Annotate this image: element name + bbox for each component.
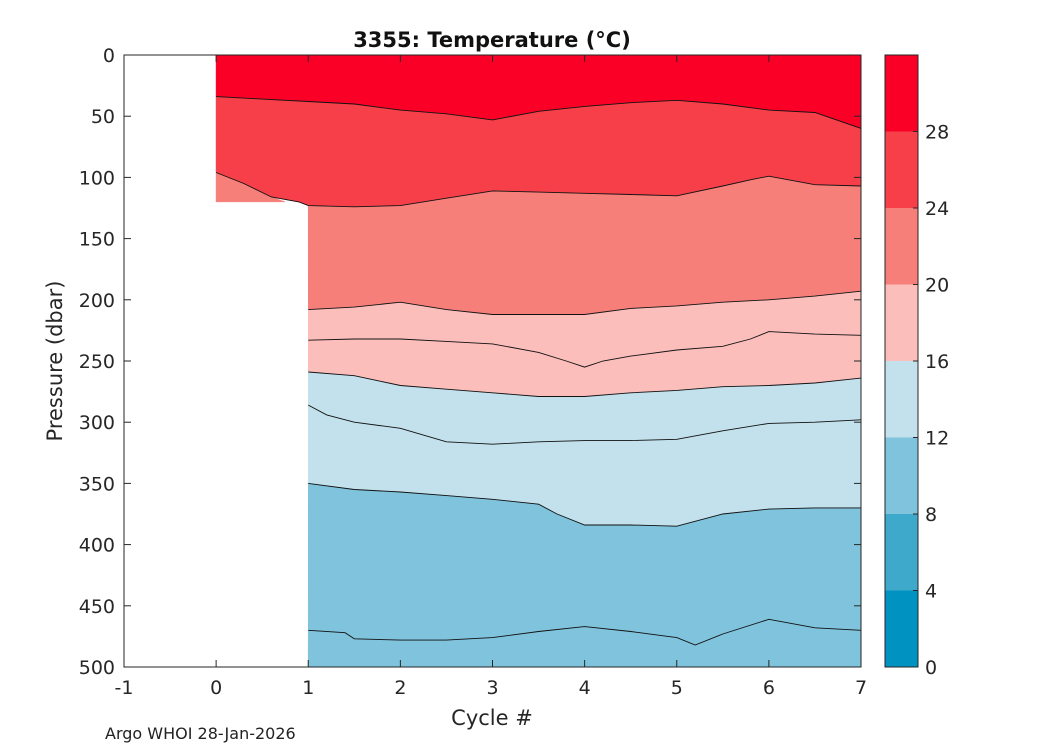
x-tick-label: 2 xyxy=(394,677,406,699)
isotherm-20 xyxy=(308,290,861,315)
isotherm-16 xyxy=(308,371,861,397)
y-tick-label: 250 xyxy=(79,351,115,373)
colorbar-swatch xyxy=(885,514,918,591)
colorbar-swatch xyxy=(885,208,918,285)
y-tick-label: 50 xyxy=(91,106,115,128)
isotherm-24 xyxy=(215,172,861,208)
colorbar-tick-label: 16 xyxy=(925,351,949,373)
x-axis: -1 0 1 2 3 4 5 6 7 xyxy=(115,55,867,699)
y-tick-label: 100 xyxy=(79,167,115,189)
colorbar-swatch xyxy=(885,284,918,361)
y-tick-label: 200 xyxy=(79,290,115,312)
y-tick-label: 450 xyxy=(79,596,115,618)
isotherm-28 xyxy=(216,96,861,129)
x-axis-label: Cycle # xyxy=(451,706,533,730)
isotherm-12 xyxy=(308,482,861,527)
y-axis-label: Pressure (dbar) xyxy=(43,281,67,442)
y-tick-label: 350 xyxy=(79,473,115,495)
y-tick-label: 150 xyxy=(79,229,115,251)
colorbar-tick-label: 4 xyxy=(925,581,937,603)
x-tick-label: 7 xyxy=(855,677,867,699)
contour-fill-group xyxy=(215,55,861,667)
y-tick-label: 0 xyxy=(103,45,115,67)
y-tick-label: 300 xyxy=(79,412,115,434)
credit-text: Argo WHOI 28-Jan-2026 xyxy=(105,724,296,743)
x-tick-label: 4 xyxy=(579,677,591,699)
colorbar-tick-label: 20 xyxy=(925,275,949,297)
chart-title: 3355: Temperature (°C) xyxy=(353,28,631,52)
y-tick-label: 500 xyxy=(79,657,115,679)
isotherm-10 xyxy=(308,618,861,646)
colorbar-swatch xyxy=(885,131,918,208)
x-tick-label: 1 xyxy=(302,677,314,699)
colorbar-tick-label: 24 xyxy=(925,198,949,220)
isotherm-line-group xyxy=(215,96,861,646)
x-tick-label: 0 xyxy=(210,677,222,699)
colorbar-swatch xyxy=(885,437,918,514)
x-tick-label: 5 xyxy=(671,677,683,699)
colorbar-swatch xyxy=(885,55,918,132)
x-tick-label: 6 xyxy=(763,677,775,699)
colorbar-tick-label: 8 xyxy=(925,504,937,526)
isotherm-14 xyxy=(308,404,861,445)
isotherm-18 xyxy=(308,331,861,368)
colorbar-swatch xyxy=(885,361,918,438)
colorbar: 0 4 8 12 16 20 24 28 xyxy=(884,54,949,679)
colorbar-swatch xyxy=(885,590,918,667)
y-axis: 0 50 100 150 200 250 300 350 400 450 500 xyxy=(79,45,861,679)
x-tick-label: 3 xyxy=(486,677,498,699)
x-tick-label: -1 xyxy=(115,677,134,699)
colorbar-tick-label: 0 xyxy=(925,657,937,679)
colorbar-tick-label: 12 xyxy=(925,428,949,450)
colorbar-tick-label: 28 xyxy=(925,122,949,144)
y-tick-label: 400 xyxy=(79,535,115,557)
